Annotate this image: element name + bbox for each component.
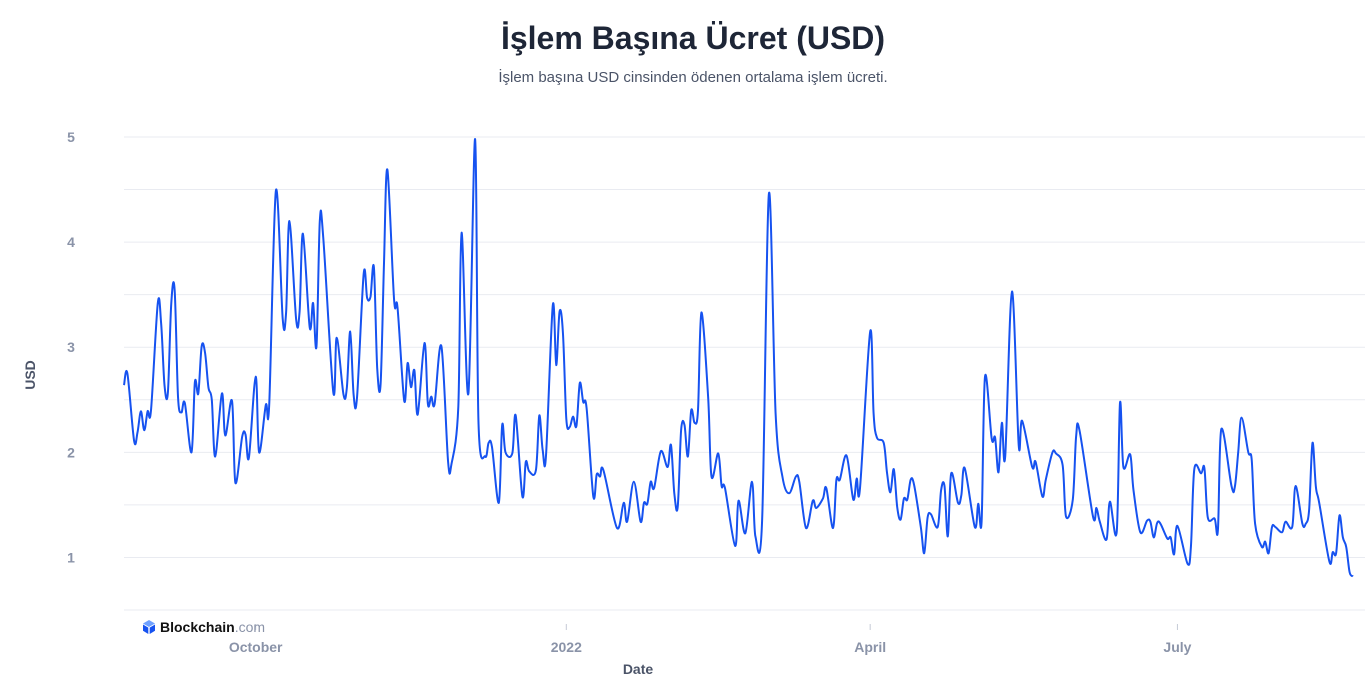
- logo-suffix: .com: [234, 619, 266, 635]
- chart-title: İşlem Başına Ücret (USD): [500, 20, 886, 56]
- y-axis-title: USD: [22, 360, 38, 390]
- x-tick-label: April: [854, 639, 886, 655]
- blockchain-logo: Blockchain .com: [141, 619, 265, 635]
- series-line: [123, 138, 1354, 578]
- x-tick-label: October: [229, 639, 283, 655]
- blockchain-cube-icon: [143, 620, 155, 634]
- y-axis-ticks: 1 2 3 4 5: [67, 129, 75, 565]
- x-tick-label: 2022: [551, 639, 582, 655]
- y-tick-label: 3: [67, 339, 75, 355]
- x-axis-ticks: October 2022 April July: [229, 624, 1192, 655]
- y-tick-label: 2: [67, 444, 75, 460]
- y-tick-label: 4: [67, 234, 75, 250]
- chart-subtitle: İşlem başına USD cinsinden ödenen ortala…: [498, 69, 888, 86]
- x-axis-title: Date: [623, 661, 654, 677]
- y-tick-label: 1: [67, 549, 75, 565]
- x-tick-label: July: [1163, 639, 1191, 655]
- gridlines: [124, 136, 1365, 611]
- y-tick-label: 5: [67, 129, 75, 145]
- logo-brand: Blockchain: [160, 619, 235, 635]
